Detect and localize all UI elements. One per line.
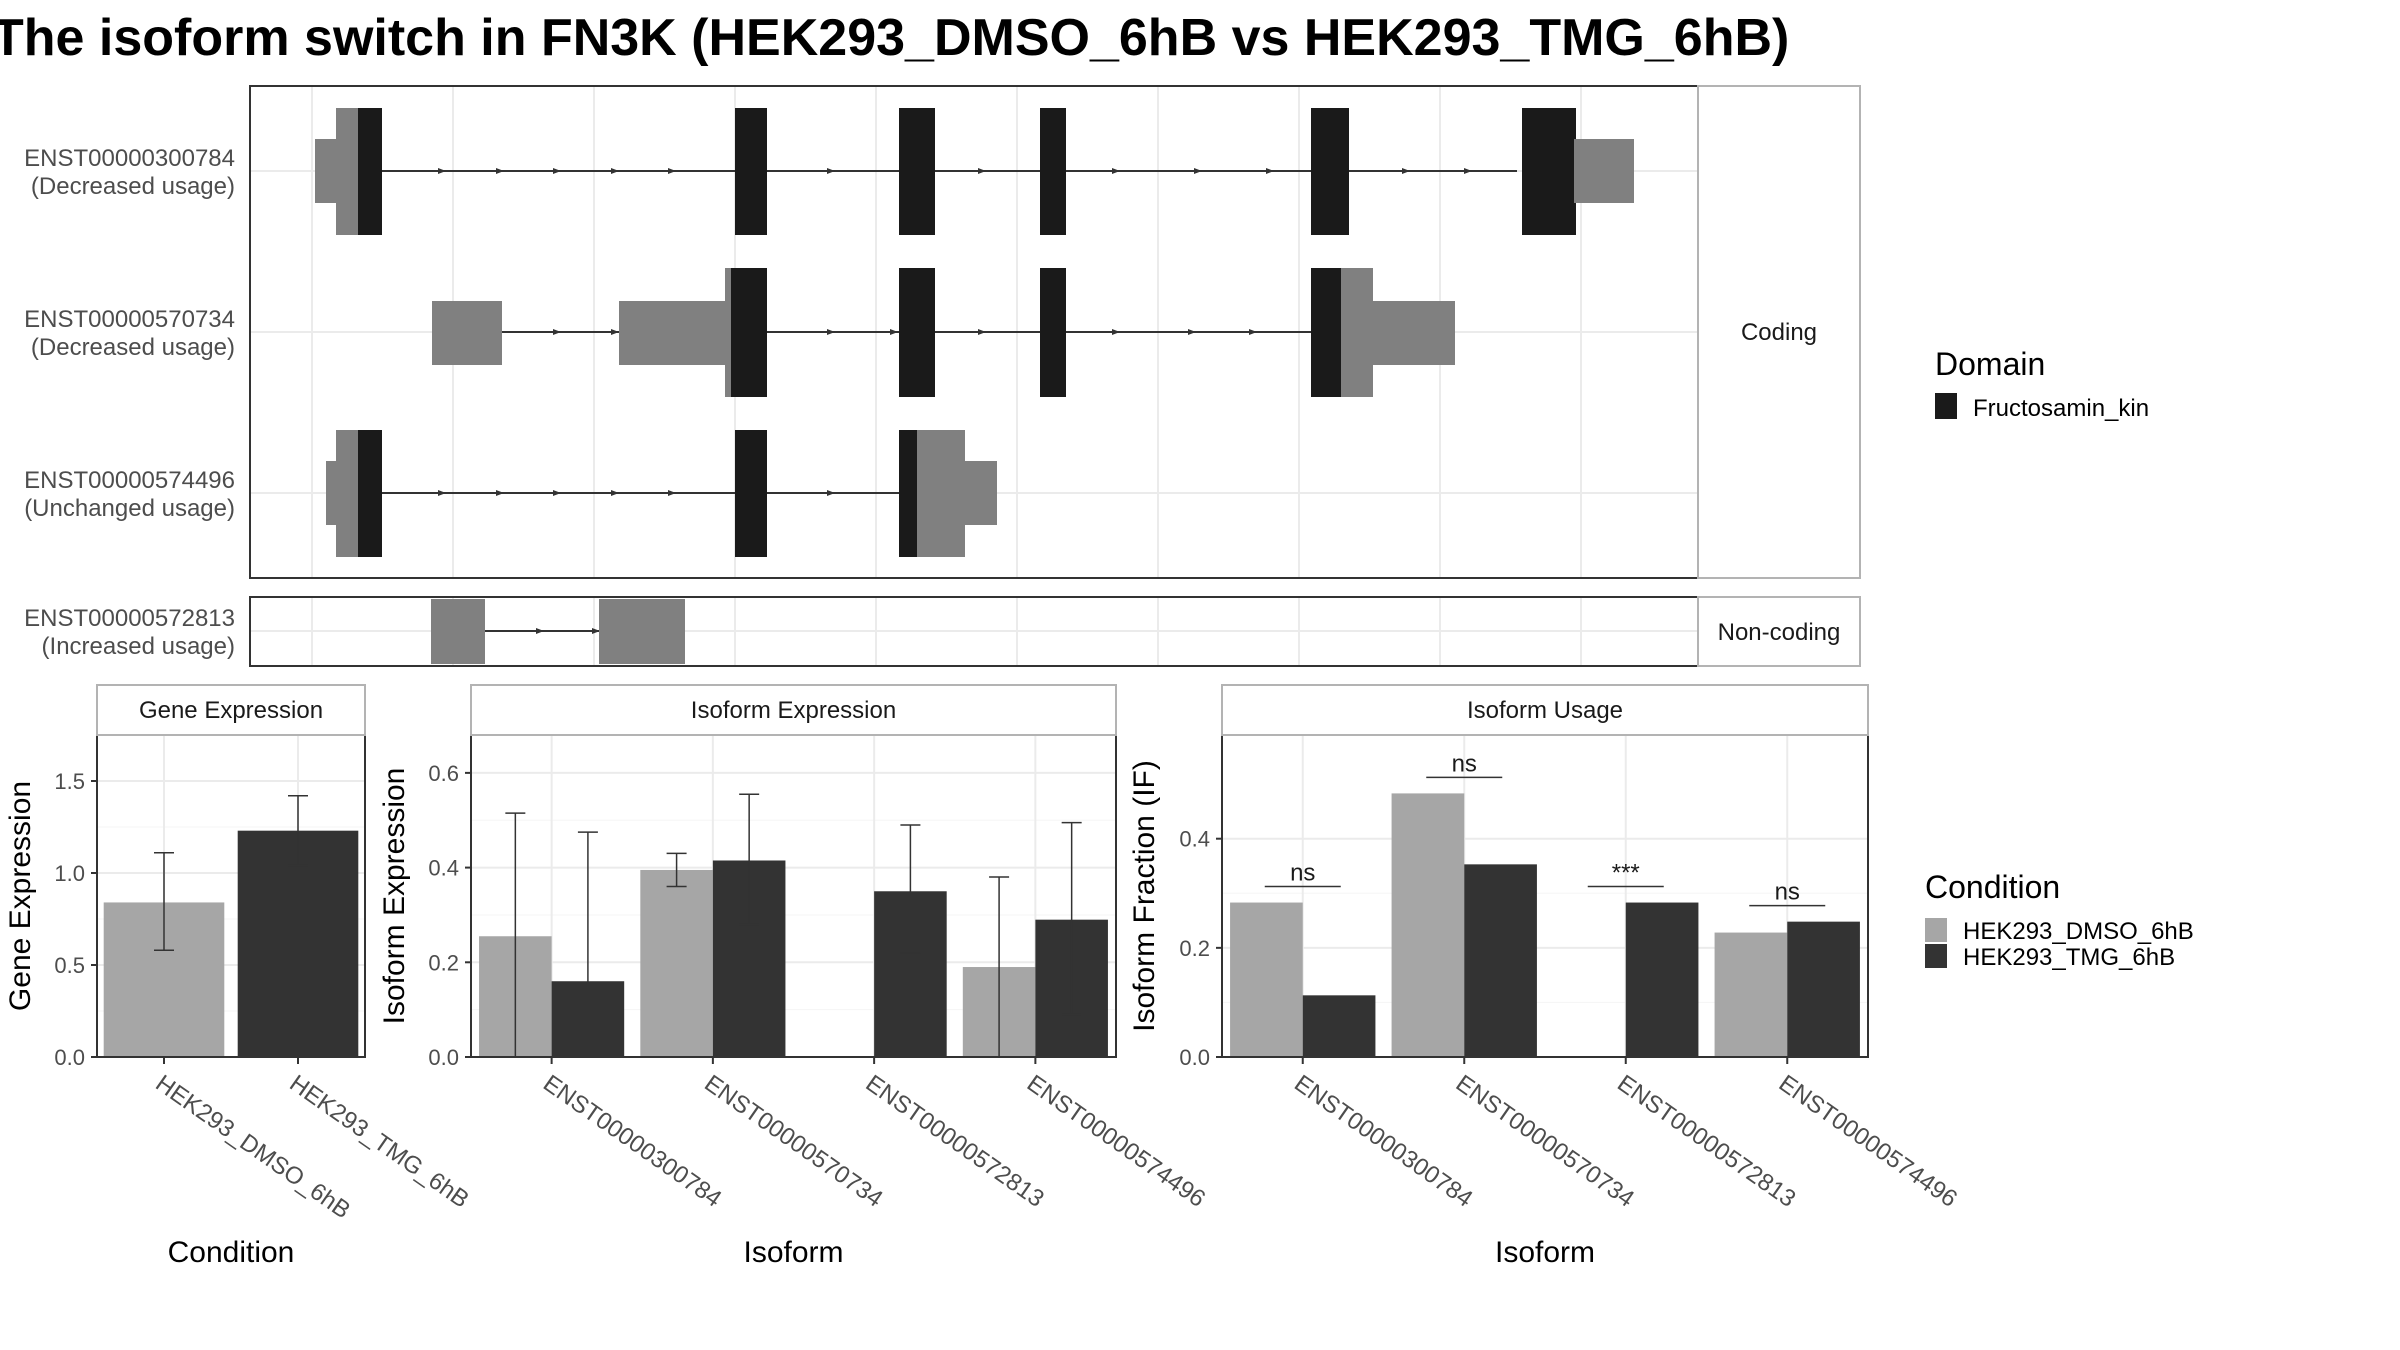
structure-coding-panel: Coding bbox=[249, 85, 1861, 579]
y-tick-label: 1.5 bbox=[54, 769, 85, 794]
condition-legend-label-dmso: HEK293_DMSO_6hB bbox=[1963, 918, 2194, 945]
y-tick-label: 0.4 bbox=[1179, 827, 1210, 852]
condition-legend: Condition HEK293_DMSO_6hB HEK293_TMG_6hB bbox=[1925, 869, 2194, 971]
facet-strip bbox=[1221, 684, 1869, 736]
transcript-id: ENST00000300784 bbox=[24, 145, 235, 172]
isoform-expression-panel: 0.0 0.2 0.4 0.6 Isoform Expression ENST000003… bbox=[378, 684, 1210, 1269]
domain-legend-title: Domain bbox=[1935, 346, 2045, 382]
facet-strip bbox=[96, 684, 366, 736]
x-tick-label: ENST00000574496 bbox=[1022, 1070, 1210, 1213]
condition-legend-key-tmg bbox=[1925, 944, 1947, 968]
significance-label: *** bbox=[1612, 860, 1640, 887]
x-axis-title: Isoform bbox=[1495, 1236, 1595, 1269]
domain-legend-label: Fructosamin_kin bbox=[1973, 395, 2149, 422]
x-axis-title: Condition bbox=[168, 1236, 295, 1269]
bar bbox=[1464, 864, 1537, 1057]
x-tick-label: ENST00000570734 bbox=[699, 1070, 887, 1213]
y-tick-label: 0.0 bbox=[428, 1045, 459, 1070]
y-tick-label: 0.4 bbox=[428, 856, 459, 881]
transcript-id: ENST00000572813 bbox=[24, 605, 235, 632]
bar bbox=[1787, 921, 1860, 1057]
bar bbox=[1391, 793, 1465, 1057]
bar bbox=[640, 869, 713, 1057]
structure-noncoding-panel: Non-coding bbox=[249, 596, 1861, 667]
transcript-3-model bbox=[326, 430, 997, 557]
x-tick-label: ENST00000300784 bbox=[1289, 1070, 1477, 1213]
y-tick-label: 0.5 bbox=[54, 953, 85, 978]
bar bbox=[1625, 902, 1699, 1057]
transcript-usage: (Increased usage) bbox=[42, 633, 235, 660]
y-tick-label: 0.6 bbox=[428, 761, 459, 786]
bar bbox=[1230, 902, 1303, 1057]
bar bbox=[237, 830, 359, 1057]
condition-legend-label-tmg: HEK293_TMG_6hB bbox=[1963, 944, 2175, 971]
facet-strip-coding bbox=[1697, 85, 1861, 579]
x-axis-title: Isoform bbox=[743, 1236, 843, 1269]
y-tick-label: 1.0 bbox=[54, 861, 85, 886]
x-tick-label: ENST00000300784 bbox=[538, 1070, 726, 1213]
transcript-labels: ENST00000300784 (Decreased usage) ENST00… bbox=[24, 145, 235, 660]
significance-label: ns bbox=[1290, 860, 1315, 887]
panel-title: Isoform Expression bbox=[691, 697, 896, 724]
y-tick-label: 0.2 bbox=[1179, 936, 1210, 961]
x-tick-label: ENST00000572813 bbox=[861, 1070, 1049, 1213]
y-axis-title: Gene Expression bbox=[4, 781, 37, 1011]
domain-legend: Domain Fructosamin_kin bbox=[1935, 346, 2149, 422]
condition-legend-title: Condition bbox=[1925, 869, 2060, 905]
transcript-id: ENST00000570734 bbox=[24, 306, 235, 333]
y-tick-label: 0.0 bbox=[1179, 1045, 1210, 1070]
isoform-usage-panel: 0.0 0.2 0.4 ns ns *** ns Isoform Usage ENST00000… bbox=[1128, 684, 1962, 1269]
significance-label: ns bbox=[1775, 879, 1800, 906]
condition-legend-key-dmso bbox=[1925, 918, 1947, 942]
bar bbox=[1714, 932, 1788, 1057]
x-tick-label: ENST00000574496 bbox=[1774, 1070, 1962, 1213]
transcript-1-model bbox=[315, 108, 1634, 235]
panel-title: Gene Expression bbox=[139, 697, 323, 724]
transcript-2-model bbox=[432, 268, 1455, 397]
bar bbox=[1302, 995, 1376, 1057]
intron-arrows bbox=[438, 168, 1472, 174]
transcript-usage: (Decreased usage) bbox=[31, 334, 235, 361]
facet-strip bbox=[470, 684, 1117, 736]
y-axis-title: Isoform Expression bbox=[378, 768, 411, 1025]
figure-title: The isoform switch in FN3K (HEK293_DMSO_… bbox=[0, 9, 1789, 67]
transcript-usage: (Unchanged usage) bbox=[24, 495, 235, 522]
x-tick-label: ENST00000572813 bbox=[1612, 1070, 1800, 1213]
facet-label-noncoding: Non-coding bbox=[1718, 619, 1841, 646]
y-tick-label: 0.2 bbox=[428, 950, 459, 975]
transcript-4-model bbox=[431, 599, 685, 664]
facet-strip-noncoding bbox=[1697, 596, 1861, 667]
intron-arrows bbox=[553, 329, 1257, 335]
domain-legend-key bbox=[1935, 393, 1957, 419]
intron-arrows bbox=[438, 490, 835, 496]
y-axis-title: Isoform Fraction (IF) bbox=[1128, 760, 1161, 1032]
transcript-id: ENST00000574496 bbox=[24, 467, 235, 494]
panel-title: Isoform Usage bbox=[1467, 697, 1623, 724]
x-tick-label: ENST00000570734 bbox=[1451, 1070, 1639, 1213]
facet-label-coding: Coding bbox=[1741, 319, 1817, 346]
significance-label: ns bbox=[1452, 750, 1477, 777]
transcript-usage: (Decreased usage) bbox=[31, 173, 235, 200]
y-tick-label: 0.0 bbox=[54, 1045, 85, 1070]
